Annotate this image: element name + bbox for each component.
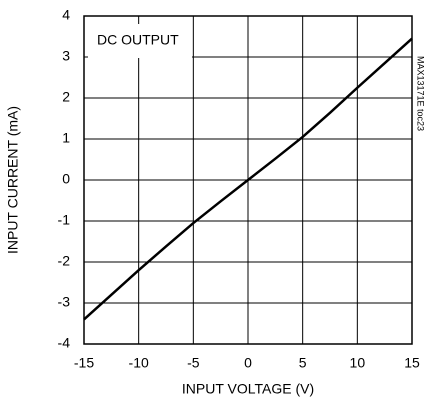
x-tick-label: -15 <box>74 355 94 371</box>
x-tick-label: 15 <box>404 355 420 371</box>
y-tick-label: 1 <box>62 130 70 146</box>
x-tick-label: 10 <box>350 355 366 371</box>
annotation-box <box>88 24 192 58</box>
y-tick-label: -3 <box>58 294 71 310</box>
figure-id: MAX13171E toc23 <box>416 56 426 131</box>
x-tick-label: 0 <box>244 355 252 371</box>
y-tick-label: -2 <box>58 253 71 269</box>
x-tick-label: -10 <box>129 355 149 371</box>
x-tick-label: 5 <box>299 355 307 371</box>
y-axis-label: INPUT CURRENT (mA) <box>5 106 21 254</box>
y-tick-label: -1 <box>58 212 71 228</box>
y-tick-label: 2 <box>62 89 70 105</box>
y-tick-label: 0 <box>62 171 70 187</box>
y-tick-label: 4 <box>62 7 70 23</box>
x-axis-label: INPUT VOLTAGE (V) <box>182 381 314 397</box>
y-tick-label: 3 <box>62 48 70 64</box>
plot-frame <box>83 15 413 345</box>
data-line <box>83 37 413 321</box>
y-tick-label: -4 <box>58 335 71 351</box>
annotation: DC OUTPUT <box>97 32 179 48</box>
x-tick-label: -5 <box>187 355 200 371</box>
